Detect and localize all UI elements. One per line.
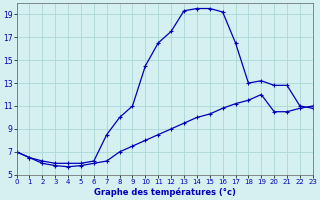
X-axis label: Graphe des températures (°c): Graphe des températures (°c) <box>94 188 236 197</box>
